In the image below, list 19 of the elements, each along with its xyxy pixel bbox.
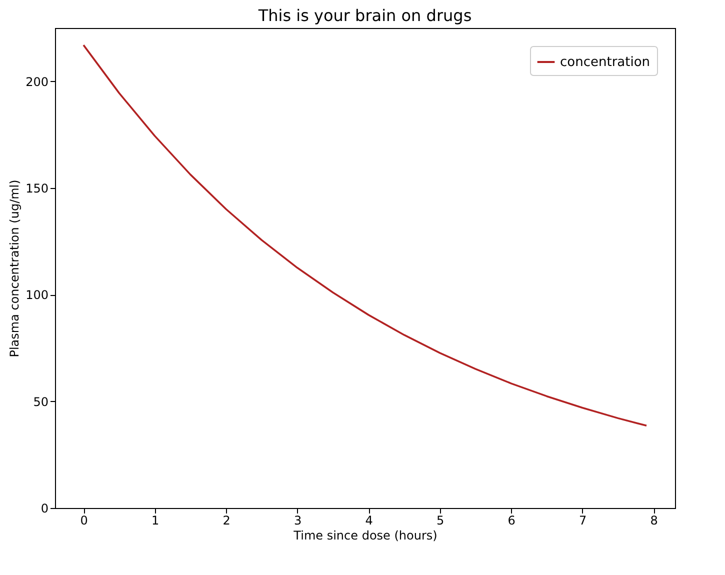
x-tick-label: 6 (508, 514, 516, 528)
x-tick-label: 3 (294, 514, 302, 528)
y-tick-label: 50 (33, 394, 48, 409)
x-tick-label: 8 (650, 514, 658, 528)
x-tick-label: 0 (80, 514, 88, 528)
chart-title: This is your brain on drugs (257, 6, 472, 25)
line-series (82, 44, 648, 427)
x-tick-label: 4 (365, 514, 373, 528)
x-tick-label: 1 (151, 514, 160, 528)
y-tick-label: 0 (40, 502, 48, 516)
legend-label: concentration (560, 55, 650, 70)
y-tick-label: 200 (26, 74, 48, 89)
y-tick-label: 150 (26, 182, 48, 196)
x-tick-label: 2 (222, 514, 230, 528)
x-tick-label: 7 (579, 514, 587, 528)
x-axis-title: Time since dose (hours) (292, 528, 438, 542)
y-tick-label: 100 (26, 288, 48, 302)
x-tick-label: 5 (436, 514, 444, 528)
y-axis-title: Plasma concentration (ug/ml) (8, 180, 22, 358)
